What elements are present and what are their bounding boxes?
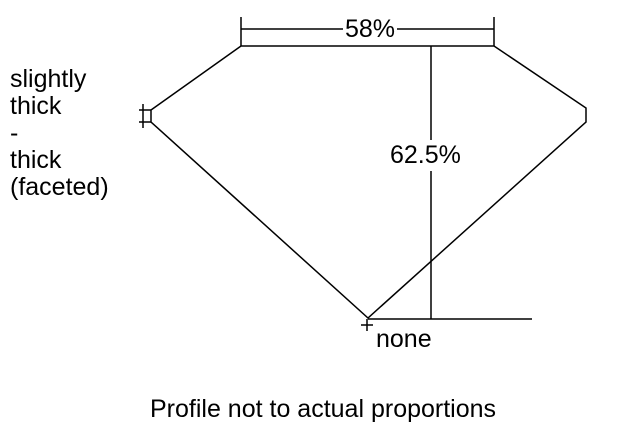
depth-percentage-label: 62.5% bbox=[390, 140, 461, 171]
table-percentage-label: 58% bbox=[343, 15, 398, 43]
girdle-label-line: - bbox=[10, 119, 19, 147]
caption: Profile not to actual proportions bbox=[150, 395, 497, 423]
girdle-label-line: (faceted) bbox=[10, 173, 109, 201]
girdle-label: slightly thick - thick (faceted) bbox=[10, 66, 109, 201]
culet-label: none bbox=[376, 325, 432, 353]
girdle-label-line: thick bbox=[10, 92, 62, 120]
gem-outline bbox=[150, 45, 587, 320]
girdle-label-line: thick bbox=[10, 146, 62, 174]
girdle-label-line: slightly bbox=[10, 65, 87, 93]
